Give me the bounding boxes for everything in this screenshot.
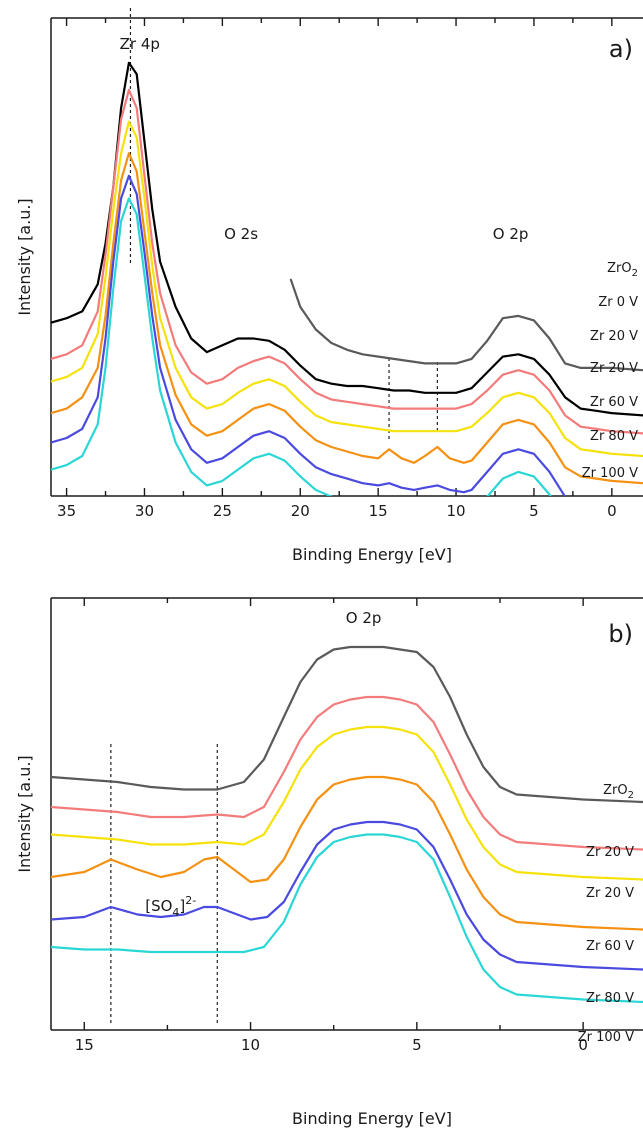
x-tick-label: 35 (57, 502, 76, 520)
series-label: Zr 80 V (590, 429, 638, 444)
x-tick-label: 0 (607, 502, 617, 520)
series-label: Zr 60 V (586, 939, 634, 954)
series-label-text: Zr 20 V (586, 845, 634, 860)
peak-annotation: O 2p (493, 225, 529, 243)
series-line (51, 645, 643, 804)
series-label: Zr 100 V (582, 466, 638, 481)
series-label: ZrO2 (607, 261, 638, 279)
x-axis-label: Binding Energy [eV] (292, 545, 452, 564)
series-label: Zr 80 V (586, 991, 634, 1006)
series-line (51, 775, 643, 931)
series-label-text: ZrO (603, 783, 627, 798)
series-lines (51, 61, 643, 496)
annotation-superscript: 2- (185, 894, 196, 907)
series-label: Zr 0 V (598, 295, 638, 310)
series-line (51, 120, 643, 458)
x-tick-label: 15 (75, 1036, 94, 1054)
series-label-text: ZrO (607, 261, 631, 276)
y-axis-label: Intensity [a.u.] (15, 755, 34, 872)
annotation-text: Zr 4p (120, 35, 160, 53)
series-label-subscript: 2 (632, 268, 638, 279)
series-label-text: Zr 80 V (590, 429, 638, 444)
x-tick-label: 20 (291, 502, 310, 520)
series-label-text: Zr 20 V (590, 329, 638, 344)
series-line (51, 152, 643, 485)
peak-annotation: Zr 4p (120, 35, 160, 53)
series-label-text: Zr 80 V (586, 991, 634, 1006)
annotation-text: O 2p (493, 225, 529, 243)
x-tick-label: 30 (135, 502, 154, 520)
series-label-text: Zr 0 V (598, 295, 638, 310)
series-label: Zr 20 V (590, 329, 638, 344)
series-label: Zr 60 V (590, 395, 638, 410)
peak-annotation: O 2p (346, 609, 382, 627)
x-tick-label: 5 (529, 502, 539, 520)
chart-panel-b: 15 10 5 0 Binding Energy [eV] Intensity [a.u.… (15, 597, 643, 1128)
series-label-text: Zr 100 V (578, 1030, 634, 1045)
annotation-text: O 2s (224, 225, 258, 243)
series-label: Zr 20 V (586, 886, 634, 901)
peak-annotation: [SO4]2- (145, 894, 196, 919)
x-tick-label: 15 (369, 502, 388, 520)
series-line (51, 725, 643, 881)
series-label-subscript: 2 (628, 790, 634, 801)
y-axis-label: Intensity [a.u.] (15, 198, 34, 315)
series-label: Zr 100 V (578, 1030, 634, 1045)
series-line (51, 820, 643, 971)
series-line (51, 197, 552, 496)
x-tick-label: 0 (578, 1036, 588, 1054)
x-axis-label: Binding Energy [eV] (292, 1109, 452, 1128)
peak-annotation: O 2s (224, 225, 258, 243)
annotation-text: O 2p (346, 609, 382, 627)
series-line (289, 278, 643, 372)
series-label-text: Zr 20 V (590, 361, 638, 376)
series-label-text: Zr 100 V (582, 466, 638, 481)
annotation-subscript: 4 (172, 906, 179, 919)
series-label-text: Zr 60 V (586, 939, 634, 954)
series-lines (51, 645, 643, 1004)
series-line (51, 833, 643, 1004)
annotation-bracket: ] (179, 897, 185, 915)
annotation-text: [SO (145, 897, 172, 915)
series-line (51, 88, 643, 435)
x-tick-label: 10 (447, 502, 466, 520)
x-tick-label: 5 (412, 1036, 422, 1054)
series-line (51, 61, 643, 417)
panel-letter: a) (609, 35, 633, 63)
series-label: Zr 20 V (590, 361, 638, 376)
series-label-text: Zr 60 V (590, 395, 638, 410)
chart-panel-a: 35 30 25 20 15 10 5 0 Binding Energy [eV] Intensi… (15, 8, 643, 564)
panel-letter: b) (608, 620, 633, 648)
series-label: ZrO2 (603, 783, 634, 801)
x-tick-label: 10 (241, 1036, 260, 1054)
series-label: Zr 20 V (586, 845, 634, 860)
series-line (51, 695, 643, 851)
x-tick-label: 25 (213, 502, 232, 520)
series-label-text: Zr 20 V (586, 886, 634, 901)
series-line (51, 174, 567, 496)
